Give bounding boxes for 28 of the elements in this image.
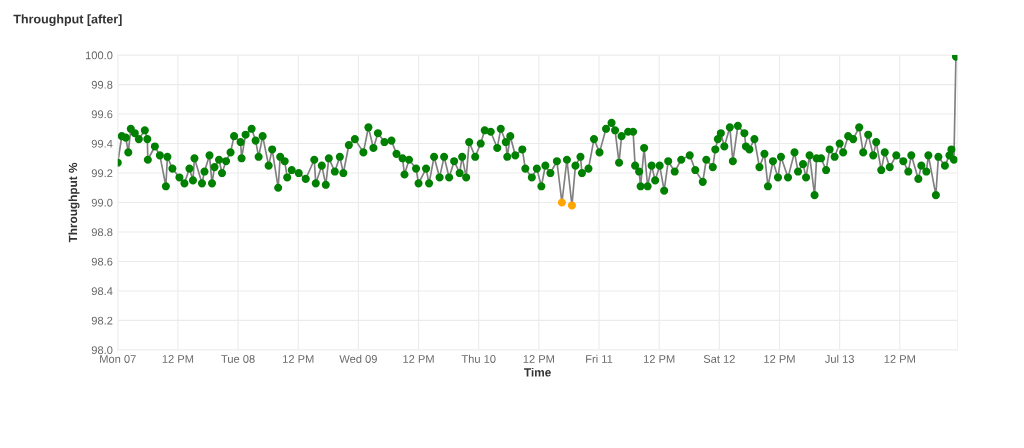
- x-tick-label: Tue 08: [221, 355, 255, 363]
- y-tick-label: 98.6: [91, 257, 113, 266]
- x-tick-label: 12 PM: [162, 355, 194, 363]
- x-tick-label: 12 PM: [884, 355, 915, 363]
- chart-title: Throughput [after]: [13, 14, 122, 27]
- x-tick-label: Thu 10: [461, 354, 496, 363]
- x-tick-label: 12 PM: [764, 355, 795, 363]
- x-tick-label: Sat 12: [703, 355, 735, 363]
- y-tick-label: 99.6: [91, 110, 113, 119]
- y-tick-label: 98.8: [91, 228, 113, 237]
- y-tick-label: 98.4: [91, 287, 113, 296]
- x-tick-label: Fri 11: [586, 354, 613, 363]
- x-tick-label: 12 PM: [403, 355, 434, 363]
- y-tick-label: 99.2: [91, 169, 113, 178]
- y-tick-label: 99.8: [91, 80, 113, 89]
- x-tick-label: 12 PM: [523, 355, 554, 363]
- x-tick-label: 12 PM: [283, 355, 314, 363]
- y-tick-label: 99.0: [91, 198, 113, 207]
- y-tick-label: 100.0: [85, 51, 113, 60]
- x-tick-label: Jul 13: [824, 354, 854, 363]
- x-tick-label: Mon 07: [100, 355, 136, 363]
- x-axis-title: Time: [524, 367, 551, 377]
- y-tick-label: 98.0: [91, 346, 113, 355]
- x-tick-label: Wed 09: [339, 354, 377, 363]
- x-tick-label: 12 PM: [643, 355, 675, 363]
- y-tick-label: 99.4: [91, 139, 113, 148]
- y-tick-label: 98.2: [91, 316, 113, 325]
- y-axis-title: Throughput %: [68, 162, 80, 243]
